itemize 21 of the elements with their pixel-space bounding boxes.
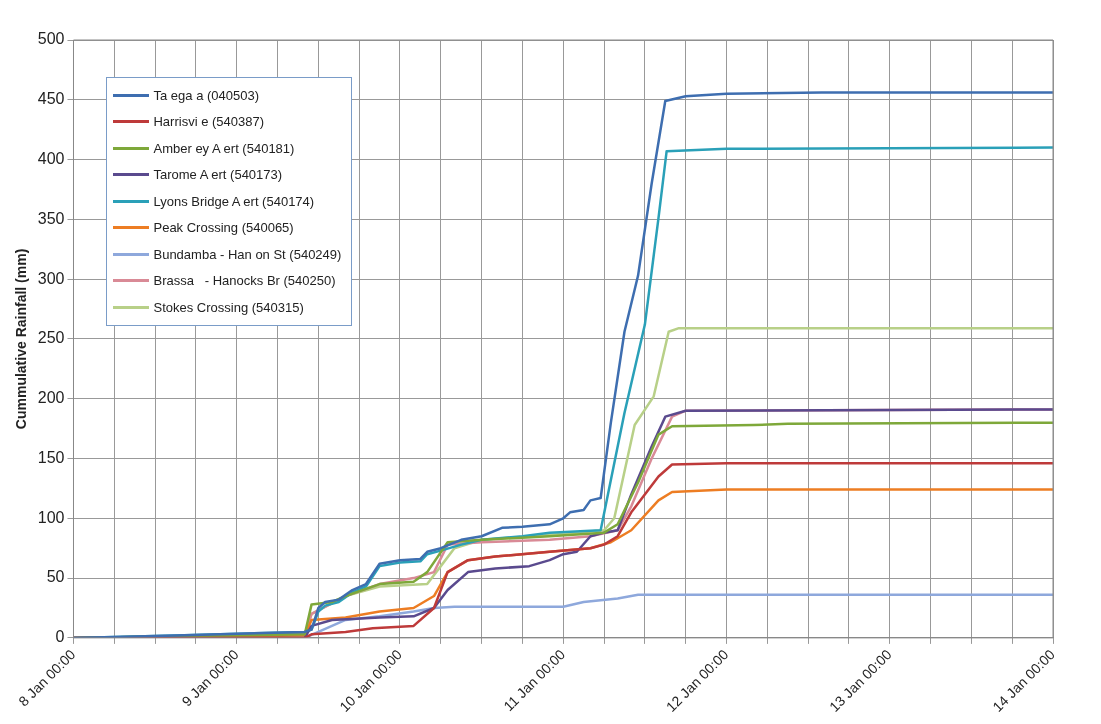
y-tick-label: 250 xyxy=(37,329,65,347)
y-tick-label: 450 xyxy=(37,90,65,108)
y-tick-label: 400 xyxy=(37,149,65,167)
y-axis-title: Cummulative Rainfall (mm) xyxy=(13,248,30,430)
y-tick-label: 50 xyxy=(46,568,65,586)
y-tick-label: 100 xyxy=(37,508,65,526)
y-tick-label: 0 xyxy=(55,628,65,646)
legend-label: Lyons Bridge A ert (540174) xyxy=(153,193,315,209)
legend-label: Harrisvi e (540387) xyxy=(153,114,265,130)
legend-label: Peak Crossing (540065) xyxy=(153,220,294,236)
legend-label: Ta ega a (040503) xyxy=(153,87,260,103)
y-tick-label: 300 xyxy=(37,269,65,287)
legend-label: Amber ey A ert (540181) xyxy=(153,140,295,156)
legend-label: Brassa - Hanocks Br (540250) xyxy=(153,273,336,289)
legend-label: Stokes Crossing (540315) xyxy=(153,299,304,315)
y-tick-label: 150 xyxy=(37,448,65,466)
y-tick-label: 500 xyxy=(37,30,65,48)
y-tick-label: 350 xyxy=(37,209,65,227)
legend-label: Bundamba - Han on St (540249) xyxy=(153,246,342,262)
legend-label: Tarome A ert (540173) xyxy=(153,167,283,183)
y-tick-label: 200 xyxy=(37,389,65,407)
